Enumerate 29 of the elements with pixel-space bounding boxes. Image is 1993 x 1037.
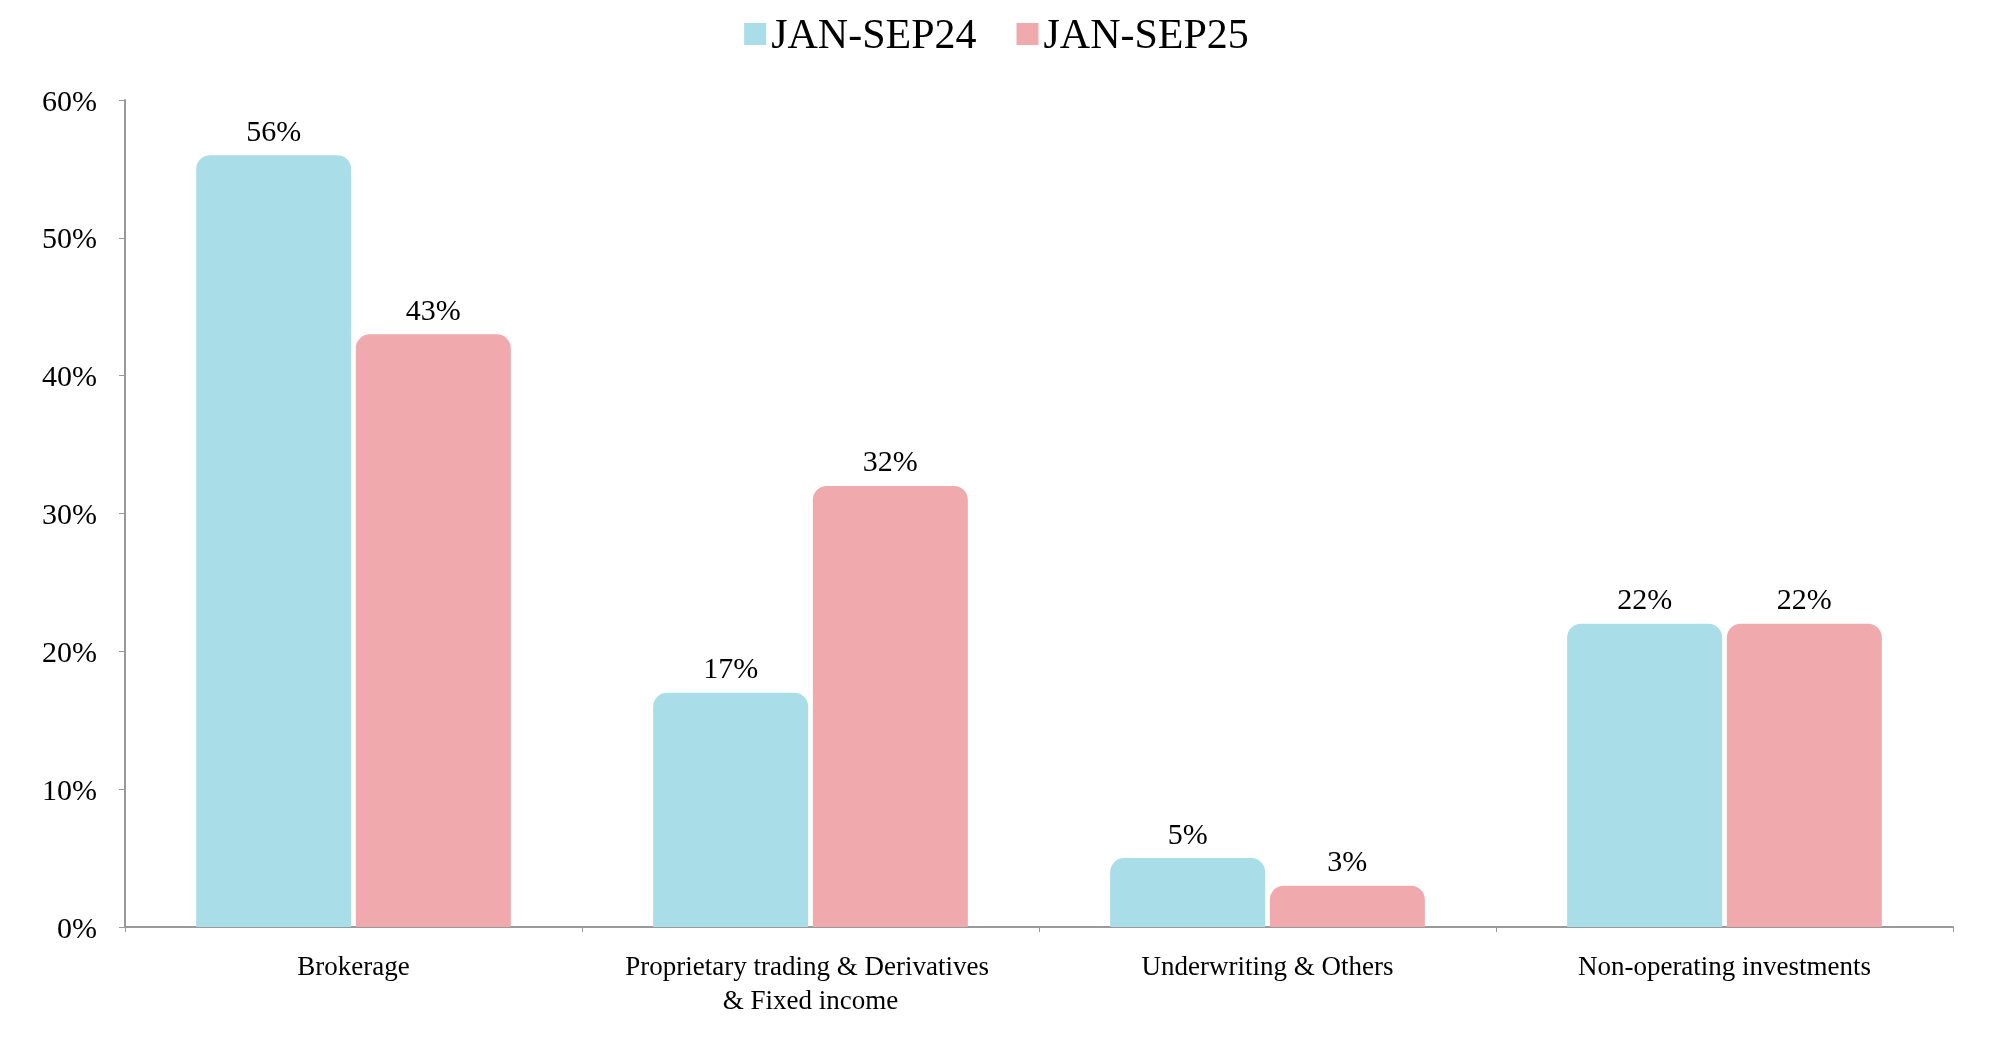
data-label: 5% <box>1167 816 1208 850</box>
bar <box>355 334 511 927</box>
y-tick-label: 60% <box>42 83 97 117</box>
bar <box>1110 858 1266 927</box>
bar <box>1269 885 1425 927</box>
data-label: 43% <box>405 292 461 326</box>
legend-label: JAN-SEP24 <box>771 11 977 57</box>
legend-label: JAN-SEP25 <box>1043 11 1249 57</box>
y-tick-label: 50% <box>42 221 97 255</box>
y-tick-label: 0% <box>57 910 97 944</box>
x-tick-label: Brokerage <box>297 951 410 981</box>
data-label: 22% <box>1776 582 1832 616</box>
x-tick-label: Non-operating investments <box>1577 951 1872 981</box>
bar <box>1726 623 1882 927</box>
bar <box>653 692 809 927</box>
y-tick-label: 30% <box>42 497 97 530</box>
bar <box>812 485 968 927</box>
data-label: 56% <box>246 113 302 147</box>
data-label: 22% <box>1617 582 1673 616</box>
x-tick-label: Underwriting & Others <box>1141 951 1394 981</box>
y-tick-label: 10% <box>42 772 97 806</box>
y-tick-label: 40% <box>42 359 97 393</box>
data-label: 17% <box>703 651 759 685</box>
bar <box>196 155 352 927</box>
data-label: 32% <box>862 444 918 478</box>
bar <box>1567 623 1723 927</box>
y-tick-label: 20% <box>42 634 97 668</box>
data-label: 3% <box>1327 844 1368 878</box>
x-tick-label: Proprietary trading & Derivatives & Fixed income <box>625 951 996 1015</box>
